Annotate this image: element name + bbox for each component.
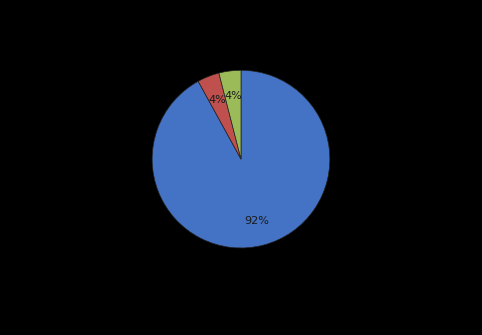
Text: 4%: 4%	[224, 91, 242, 100]
Wedge shape	[152, 70, 330, 248]
Wedge shape	[198, 73, 241, 159]
Text: 4%: 4%	[209, 95, 227, 105]
Text: 92%: 92%	[244, 216, 269, 226]
Wedge shape	[219, 70, 241, 159]
